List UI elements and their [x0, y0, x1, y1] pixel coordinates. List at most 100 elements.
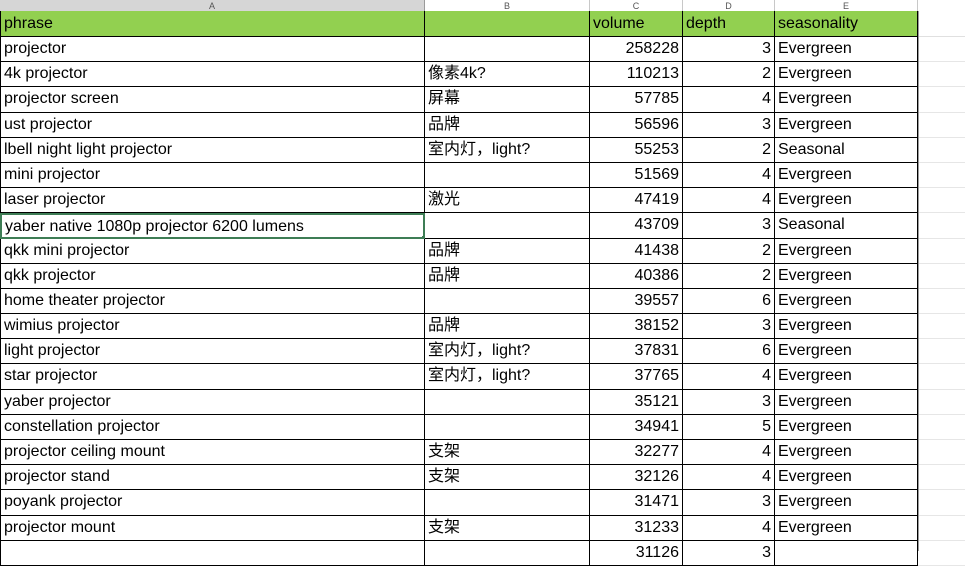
cell-note[interactable]: 支架 [425, 465, 590, 491]
cell-volume[interactable]: 37765 [590, 364, 683, 390]
cell-note[interactable]: 室内灯，light? [425, 364, 590, 390]
cell-note[interactable] [425, 288, 590, 315]
row-pad-cell[interactable] [918, 440, 965, 466]
cell-volume[interactable]: 43709 [590, 213, 683, 239]
cell-phrase[interactable]: projector [0, 37, 425, 63]
cell-volume[interactable]: 110213 [590, 62, 683, 88]
cell-note[interactable] [425, 540, 590, 566]
cell-seasonality[interactable]: Evergreen [775, 238, 918, 264]
cell-note[interactable]: 支架 [425, 440, 590, 466]
cell-depth[interactable]: 4 [683, 87, 775, 113]
cell-depth[interactable]: 3 [683, 112, 775, 138]
cell-seasonality[interactable]: Evergreen [775, 62, 918, 88]
cell-depth[interactable]: 3 [683, 213, 775, 239]
cell-seasonality[interactable]: Evergreen [775, 515, 918, 541]
row-pad-cell[interactable] [918, 288, 965, 315]
column-title-phrase[interactable]: phrase [0, 11, 425, 37]
cell-note[interactable]: 室内灯，light? [425, 137, 590, 163]
row-pad-cell[interactable] [918, 238, 965, 264]
cell-seasonality[interactable]: Evergreen [775, 440, 918, 466]
cell-depth[interactable]: 3 [683, 314, 775, 340]
cell-phrase[interactable]: mini projector [0, 162, 425, 189]
cell-phrase[interactable]: projector ceiling mount [0, 440, 425, 466]
cell-volume[interactable]: 41438 [590, 238, 683, 264]
table-row[interactable]: home theater projector 39557 6 Evergreen [0, 288, 965, 315]
row-pad-cell[interactable] [918, 490, 965, 516]
cell-note[interactable]: 支架 [425, 515, 590, 541]
cell-seasonality[interactable]: Evergreen [775, 339, 918, 365]
cell-depth[interactable]: 3 [683, 389, 775, 415]
cell-depth[interactable]: 6 [683, 339, 775, 365]
row-pad-cell[interactable] [918, 339, 965, 365]
column-title-note[interactable] [425, 11, 590, 37]
fill-handle[interactable] [421, 234, 423, 237]
cell-seasonality[interactable]: Evergreen [775, 465, 918, 491]
row-pad-cell[interactable] [918, 112, 965, 138]
table-row[interactable]: wimius projector 品牌 38152 3 Evergreen [0, 314, 965, 340]
column-title-volume[interactable]: volume [590, 11, 683, 37]
row-pad-cell[interactable] [918, 62, 965, 88]
cell-phrase[interactable]: light projector [0, 339, 425, 365]
row-pad-cell[interactable] [918, 364, 965, 390]
cell-phrase[interactable]: yaber projector [0, 389, 425, 415]
cell-seasonality[interactable]: Evergreen [775, 490, 918, 516]
table-row[interactable]: projector screen 屏幕 57785 4 Evergreen [0, 87, 965, 113]
row-pad-cell[interactable] [918, 540, 965, 566]
cell-depth[interactable]: 4 [683, 515, 775, 541]
cell-phrase[interactable]: ust projector [0, 112, 425, 138]
cell-seasonality[interactable]: Evergreen [775, 162, 918, 189]
cell-note[interactable]: 品牌 [425, 263, 590, 289]
table-row[interactable]: yaber projector 35121 3 Evergreen [0, 389, 965, 415]
table-row[interactable]: projector stand 支架 32126 4 Evergreen [0, 465, 965, 491]
cell-phrase[interactable]: constellation projector [0, 414, 425, 440]
row-pad-cell[interactable] [918, 188, 965, 214]
cell-depth[interactable]: 5 [683, 414, 775, 440]
column-title-seasonality[interactable]: seasonality [775, 11, 918, 37]
cell-volume[interactable]: 258228 [590, 37, 683, 63]
row-pad-cell[interactable] [918, 213, 965, 239]
cell-note[interactable]: 像素4k? [425, 62, 590, 88]
cell-note[interactable]: 品牌 [425, 112, 590, 138]
cell-phrase[interactable]: 4k projector [0, 62, 425, 88]
cell-depth[interactable]: 3 [683, 540, 775, 566]
cell-volume[interactable]: 32277 [590, 440, 683, 466]
row-pad-cell[interactable] [918, 37, 965, 63]
cell-note[interactable]: 品牌 [425, 314, 590, 340]
column-header-f[interactable] [918, 0, 965, 11]
cell-note[interactable]: 激光 [425, 188, 590, 214]
cell-seasonality[interactable]: Evergreen [775, 288, 918, 315]
cell-depth[interactable]: 3 [683, 490, 775, 516]
cell-phrase[interactable]: qkk projector [0, 263, 425, 289]
cell-note[interactable] [425, 162, 590, 189]
cell-seasonality[interactable]: Seasonal [775, 137, 918, 163]
cell-seasonality[interactable]: Evergreen [775, 87, 918, 113]
cell-note[interactable]: 品牌 [425, 238, 590, 264]
column-header-e[interactable]: E [775, 0, 918, 11]
cell-volume[interactable]: 39557 [590, 288, 683, 315]
cell-volume[interactable]: 34941 [590, 414, 683, 440]
cell-note[interactable]: 屏幕 [425, 87, 590, 113]
row-pad-cell[interactable] [918, 87, 965, 113]
table-row[interactable]: qkk mini projector 品牌 41438 2 Evergreen [0, 238, 965, 264]
table-row[interactable]: projector mount 支架 31233 4 Evergreen [0, 515, 965, 541]
table-row[interactable]: lbell night light projector 室内灯，light? 552… [0, 137, 965, 163]
table-row[interactable]: poyank projector 31471 3 Evergreen [0, 490, 965, 516]
cell-depth[interactable]: 4 [683, 188, 775, 214]
cell-note[interactable] [425, 213, 590, 239]
cell-depth[interactable]: 2 [683, 62, 775, 88]
column-header-a[interactable]: A [0, 0, 425, 11]
cell-phrase[interactable]: poyank projector [0, 490, 425, 516]
cell-depth[interactable]: 2 [683, 263, 775, 289]
cell-phrase[interactable]: lbell night light projector [0, 137, 425, 163]
cell-note[interactable] [425, 37, 590, 63]
cell-volume[interactable]: 40386 [590, 263, 683, 289]
cell-phrase[interactable] [0, 540, 425, 566]
cell-seasonality[interactable] [775, 540, 918, 566]
cell-phrase[interactable]: home theater projector [0, 288, 425, 315]
cell-seasonality[interactable]: Evergreen [775, 364, 918, 390]
cell-phrase[interactable]: wimius projector [0, 314, 425, 340]
cell-note[interactable] [425, 414, 590, 440]
cell-volume[interactable]: 55253 [590, 137, 683, 163]
cell-seasonality[interactable]: Evergreen [775, 389, 918, 415]
column-header-d[interactable]: D [683, 0, 775, 11]
